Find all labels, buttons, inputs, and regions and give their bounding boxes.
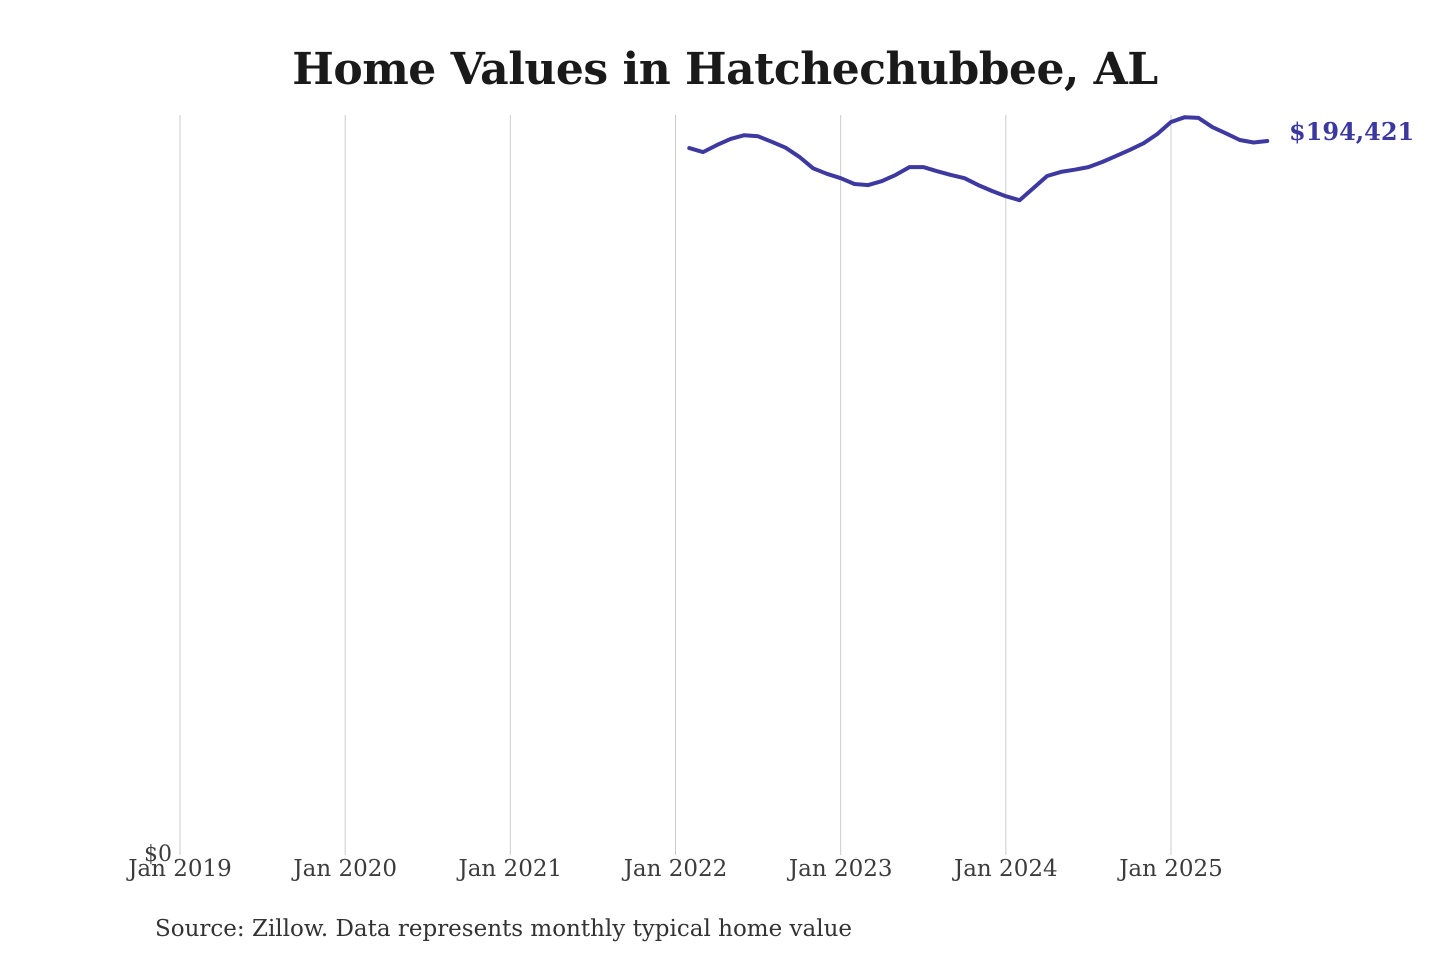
x-tick-label-jan-2022: Jan 2022 bbox=[623, 856, 728, 882]
x-tick-label-jan-2023: Jan 2023 bbox=[788, 856, 893, 882]
year-gridlines bbox=[179, 115, 1172, 855]
x-tick-label-jan-2025: Jan 2025 bbox=[1119, 856, 1223, 882]
x-tick-label-jan-2021: Jan 2021 bbox=[458, 856, 563, 882]
home-value-line-series bbox=[687, 115, 1270, 203]
latest-value-label: $194,421 bbox=[1289, 117, 1415, 146]
source-note: Source: Zillow. Data represents monthly … bbox=[155, 916, 853, 942]
x-tick-label-jan-2020: Jan 2020 bbox=[293, 856, 397, 882]
x-tick-label-jan-2024: Jan 2024 bbox=[954, 856, 1058, 882]
y-axis-zero-label: $0 bbox=[144, 842, 172, 867]
chart-title: Home Values in Hatchechubbee, AL bbox=[292, 44, 1158, 95]
x-tick-label-jan-2019: Jan 2019 bbox=[128, 856, 232, 882]
